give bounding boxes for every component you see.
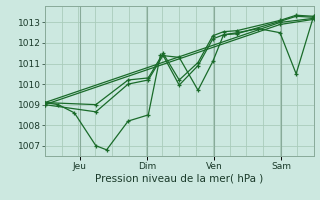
X-axis label: Pression niveau de la mer( hPa ): Pression niveau de la mer( hPa ): [95, 173, 263, 183]
